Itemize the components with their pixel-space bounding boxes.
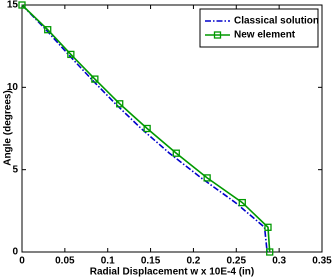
y-tick-label: 10: [7, 82, 19, 93]
data-point: [143, 124, 151, 133]
y-tick-label: 5: [12, 164, 18, 175]
x-tick-label: 0.25: [227, 256, 247, 267]
data-point: [203, 174, 211, 182]
x-tick-label: 0: [19, 256, 25, 267]
x-tick-label: 0.1: [101, 256, 115, 267]
data-point: [238, 198, 246, 207]
series-line: [21, 4, 268, 253]
y-axis-label: Angle (degrees): [3, 90, 14, 166]
data-point: [116, 100, 124, 108]
data-point: [266, 248, 274, 256]
x-tick-label: 0.2: [186, 256, 200, 267]
data-point: [44, 26, 52, 34]
data-point: [18, 1, 26, 9]
x-tick-label: 0.3: [272, 256, 286, 267]
x-tick-label: 0.35: [312, 256, 332, 267]
series-line: [21, 4, 271, 253]
legend-label: New element: [234, 30, 296, 41]
data-point: [264, 223, 272, 231]
legend-box: [199, 8, 319, 48]
data-point: [67, 50, 75, 59]
x-tick-label: 0.15: [141, 256, 161, 267]
legend-marker: [213, 31, 222, 39]
x-axis-label: Radial Displacement w x 10E-4 (in): [90, 267, 255, 278]
x-tick-label: 0.05: [55, 256, 75, 267]
legend-label: Classical solution: [234, 16, 319, 27]
data-point: [172, 149, 180, 157]
y-tick-label: 15: [7, 0, 19, 11]
data-point: [91, 75, 99, 83]
y-tick-label: 0: [12, 247, 18, 258]
